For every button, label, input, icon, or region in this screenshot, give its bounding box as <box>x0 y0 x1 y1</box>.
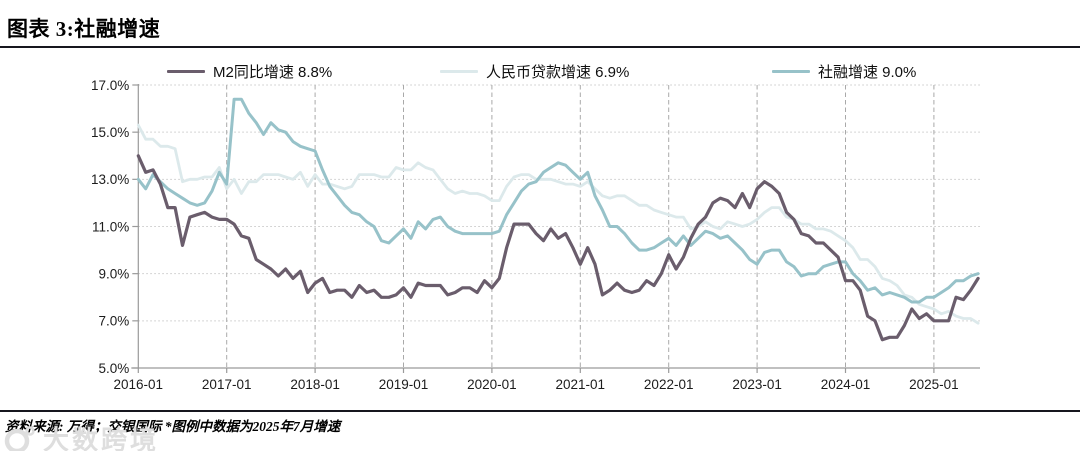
y-tick-label: 17.0% <box>91 78 129 93</box>
watermark-logo-icon <box>4 425 35 451</box>
figure-title: 图表 3:社融增速 <box>7 17 161 41</box>
legend-item-tsf: 社融增速 9.0% <box>772 61 916 81</box>
watermark: 大数跨境 <box>2 420 159 451</box>
x-tick-label: 2019-01 <box>379 377 429 392</box>
m2-line-swatch <box>167 69 205 73</box>
legend-label-tsf: 社融增速 9.0% <box>818 63 917 81</box>
x-tick-label: 2022-01 <box>644 377 694 392</box>
x-tick-label: 2016-01 <box>114 377 164 392</box>
legend-item-loans: 人民币贷款增速 6.9% <box>440 61 629 81</box>
x-tick-label: 2020-01 <box>467 377 517 392</box>
x-tick-label: 2024-01 <box>821 377 871 392</box>
title-divider <box>0 46 1080 48</box>
loans-line-swatch <box>440 69 478 73</box>
series-人民币贷款增速 <box>136 123 980 325</box>
y-tick-label: 7.0% <box>99 314 130 329</box>
chart-legend: M2同比增速 8.8% 人民币贷款增速 6.9% 社融增速 9.0% <box>0 61 1080 81</box>
series-M2同比增速 <box>136 154 980 342</box>
x-tick-label: 2017-01 <box>202 377 252 392</box>
watermark-text: 大数跨境 <box>43 425 160 451</box>
x-tick-label: 2021-01 <box>556 377 606 392</box>
y-tick-label: 15.0% <box>91 125 129 140</box>
series-社融增速 <box>136 97 980 304</box>
legend-label-m2: M2同比增速 8.8% <box>213 63 333 81</box>
y-tick-label: 5.0% <box>99 361 130 376</box>
source-note: 资料来源: 万得；交银国际 *图例中数据为2025年7月增速 <box>5 419 341 434</box>
y-tick-label: 9.0% <box>99 266 130 281</box>
y-tick-label: 13.0% <box>91 172 129 187</box>
tsf-line-swatch <box>772 69 810 73</box>
footer-divider <box>0 410 1080 412</box>
legend-item-m2: M2同比增速 8.8% <box>167 61 332 81</box>
legend-label-loans: 人民币贷款增速 6.9% <box>486 63 630 81</box>
y-tick-label: 11.0% <box>92 219 129 234</box>
x-tick-label: 2025-01 <box>909 377 959 392</box>
x-tick-label: 2023-01 <box>732 377 782 392</box>
x-tick-label: 2018-01 <box>290 377 340 392</box>
